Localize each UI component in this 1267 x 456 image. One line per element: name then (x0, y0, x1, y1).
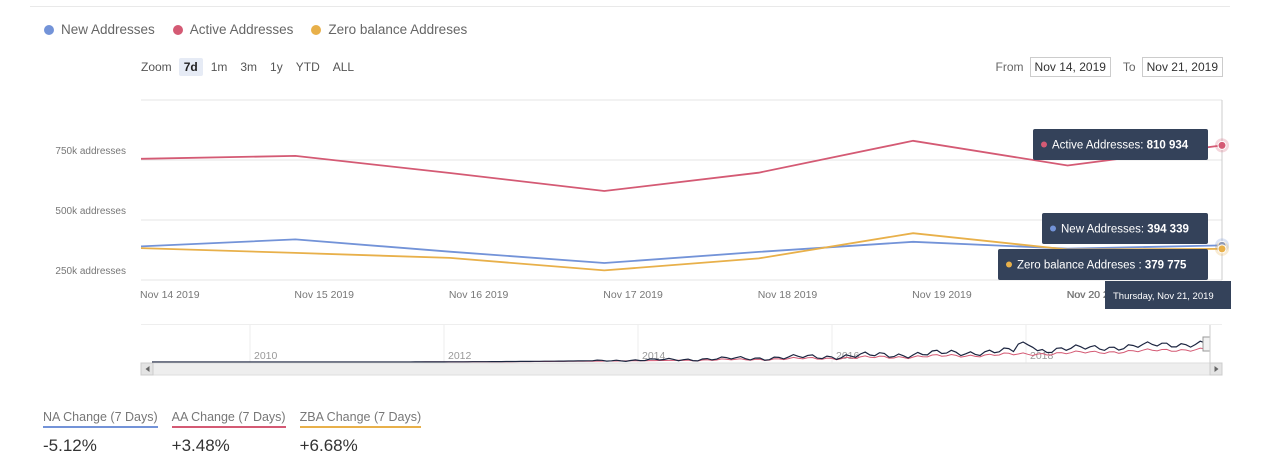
y-tick-label: 500k addresses (55, 206, 126, 217)
x-tick-label: Nov 14 2019 (140, 289, 200, 301)
zoom-1y-button[interactable]: 1y (270, 60, 283, 74)
navigator-scrollbar-track[interactable] (140, 362, 1223, 376)
x-tick-label: Nov 16 2019 (449, 289, 509, 301)
stat-aa-value: +3.48% (171, 436, 230, 455)
legend-marker-new (44, 24, 54, 35)
stat-zba-label: ZBA Change (7 Days) (299, 410, 422, 428)
range-from-label: From (995, 60, 1024, 74)
date-tooltip-box (1105, 281, 1231, 309)
chart-legend: New Addresses Active Addresses Zero bala… (44, 22, 467, 37)
legend-marker-zero (311, 24, 322, 35)
scroll-left-arrow-icon (145, 366, 150, 372)
tooltip-box (1042, 213, 1208, 244)
tooltip-box (998, 249, 1208, 280)
legend-item-active-addresses[interactable]: Active Addresses (172, 22, 294, 37)
legend-label-new: New Addresses (61, 22, 155, 37)
hover-point-2 (1217, 244, 1227, 254)
navigator-year-label: 2016 (836, 350, 860, 362)
navigator-year-label: 2010 (254, 350, 278, 362)
series-line-2 (140, 232, 1223, 272)
zoom-7d-button[interactable]: 7d (178, 58, 203, 76)
navigator-year-label: 2018 (1030, 350, 1054, 362)
zoom-controls: Zoom 7d 1m 3m 1y YTD ALL (141, 58, 359, 76)
legend-marker-active (172, 24, 183, 35)
tooltip-marker (1041, 141, 1047, 148)
date-tooltip-text: Thursday, Nov 21, 2019 (1113, 291, 1214, 302)
x-tick-label: Nov 19 2019 (912, 289, 972, 301)
tooltip-marker (1050, 225, 1056, 232)
navigator-year-label: 2012 (448, 350, 472, 362)
stat-zba-value: +6.68% (299, 436, 358, 455)
top-divider (30, 6, 1230, 7)
stat-na-change: NA Change (7 Days) -5.12% (43, 410, 158, 456)
zoom-label: Zoom (141, 60, 172, 74)
legend-item-zero-balance[interactable]: Zero balance Addreses (311, 22, 467, 37)
y-tick-label: 750k addresses (55, 146, 126, 157)
zoom-1m-button[interactable]: 1m (210, 60, 228, 74)
tooltip-box (1033, 129, 1208, 160)
legend-label-active: Active Addresses (189, 22, 294, 37)
line-chart: 250k addresses 500k addresses 750k address… (55, 99, 1231, 376)
range-from-input[interactable]: Nov 14, 2019 (1029, 57, 1111, 77)
stat-zba-change: ZBA Change (7 Days) +6.68% (299, 410, 422, 456)
scroll-right-arrow-icon (1214, 366, 1219, 372)
navigator-background (141, 325, 1222, 364)
hover-point-0 (1217, 140, 1227, 150)
date-range: From Nov 14, 2019 To Nov 21, 2019 (996, 57, 1223, 77)
y-tick-label: 250k addresses (55, 266, 126, 277)
legend-label-zero: Zero balance Addreses (328, 22, 468, 37)
range-to-label: To (1122, 60, 1136, 74)
stat-na-label: NA Change (7 Days) (43, 410, 158, 428)
stat-aa-change: AA Change (7 Days) +3.48% (171, 410, 286, 456)
navigator-handle[interactable] (1202, 336, 1211, 352)
stat-aa-label: AA Change (7 Days) (171, 410, 286, 428)
navigator-series-overview (152, 340, 1206, 363)
x-tick-label: Nov 18 2019 (758, 289, 818, 301)
x-tick-label: Nov 15 2019 (294, 289, 354, 301)
tooltip-text: Active Addresses: 810 934 (1052, 140, 1189, 152)
change-stats: NA Change (7 Days) -5.12% AA Change (7 D… (43, 410, 422, 456)
zoom-all-button[interactable]: ALL (332, 60, 355, 74)
legend-item-new-addresses[interactable]: New Addresses (44, 22, 155, 37)
zoom-3m-button[interactable]: 3m (240, 60, 258, 74)
zoom-ytd-button[interactable]: YTD (295, 60, 320, 74)
tooltip-text: New Addresses: 394 339 (1061, 224, 1189, 236)
range-to-input[interactable]: Nov 21, 2019 (1141, 57, 1223, 77)
tooltip-marker (1006, 261, 1012, 268)
stat-na-value: -5.12% (43, 436, 97, 455)
tooltip-text: Zero balance Addreses : 379 775 (1017, 260, 1187, 272)
series-line-0 (140, 139, 1223, 192)
x-tick-label: Nov 17 2019 (603, 289, 663, 301)
